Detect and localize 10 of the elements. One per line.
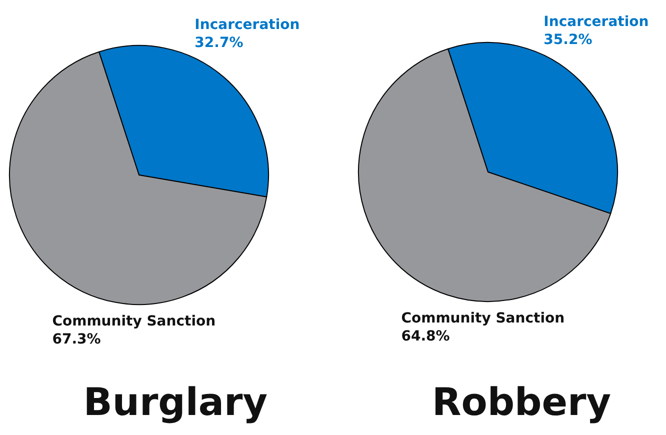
slice-label: Community Sanction (52, 314, 216, 330)
slice-label: Incarceration (194, 16, 300, 33)
slice-label: Incarceration (544, 14, 649, 30)
data-label: 67.3% (52, 332, 101, 348)
data-label: 32.7% (194, 34, 244, 51)
slice-label: Community Sanction (401, 310, 565, 326)
data-label: 35.2% (544, 32, 592, 48)
text: Robbery (430, 380, 612, 424)
data-label: 64.8% (401, 328, 450, 344)
text: Burglary (82, 380, 269, 424)
